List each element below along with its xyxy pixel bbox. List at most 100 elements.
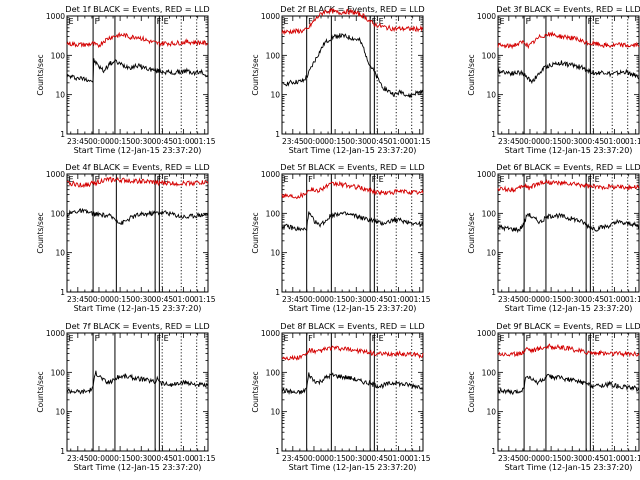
region-label: F xyxy=(588,175,593,184)
y-tick-label: 100 xyxy=(266,368,281,377)
x-tick-label: 00:30 xyxy=(345,137,367,146)
y-axis-label: Counts/sec xyxy=(467,54,476,95)
region-label: E xyxy=(69,17,74,26)
series-events-line xyxy=(497,60,640,85)
region-label: F xyxy=(526,17,531,26)
y-tick-label: 1 xyxy=(60,288,65,297)
y-tick-label: 1000 xyxy=(477,170,496,179)
panel-title: Det 2f BLACK = Events, RED = LLD xyxy=(280,4,424,14)
series-events-line xyxy=(66,370,209,395)
x-tick-label: 01:00 xyxy=(388,137,410,146)
plot-frame xyxy=(497,173,640,293)
y-tick-label: 1 xyxy=(275,130,280,139)
x-tick-label: 00:45 xyxy=(152,295,174,304)
x-tick-label: 00:30 xyxy=(345,295,367,304)
x-tick-label: 00:30 xyxy=(130,454,152,463)
series-lld-line xyxy=(281,180,424,200)
x-tick-label: 00:30 xyxy=(130,137,152,146)
x-tick-label: 23:45 xyxy=(498,137,520,146)
region-label: E xyxy=(69,175,74,184)
y-axis-label: Counts/sec xyxy=(251,54,260,95)
y-tick-label: 100 xyxy=(482,368,497,377)
x-tick-label: 23:45 xyxy=(282,295,304,304)
x-tick-label: 23:45 xyxy=(498,454,520,463)
region-label: F xyxy=(308,17,313,26)
y-axis-label: Counts/sec xyxy=(36,371,45,412)
x-tick-label: 00:00 xyxy=(519,454,541,463)
x-tick-label: 00:30 xyxy=(561,454,583,463)
region-label: E xyxy=(595,175,600,184)
panel-title: Det 3f BLACK = Events, RED = LLD xyxy=(496,4,640,14)
panel-8: Det 8f BLACK = Events, RED = LLD 1 10 100 10… xyxy=(251,321,431,472)
y-axis-label: Counts/sec xyxy=(251,371,260,412)
series-events-line xyxy=(281,33,424,99)
x-tick-label: 00:00 xyxy=(519,137,541,146)
y-axis-label: Counts/sec xyxy=(251,212,260,253)
panel-title: Det 6f BLACK = Events, RED = LLD xyxy=(496,162,640,172)
x-tick-label: 00:00 xyxy=(303,295,325,304)
series-lld-line xyxy=(497,30,640,50)
region-label: E xyxy=(595,334,600,343)
x-tick-label: 01:15 xyxy=(409,454,431,463)
region-label: F xyxy=(157,334,162,343)
panel-title: Det 5f BLACK = Events, RED = LLD xyxy=(280,162,424,172)
x-tick-label: 00:45 xyxy=(367,454,389,463)
x-axis-label: Start Time (12-Jan-15 23:37:20) xyxy=(74,146,202,155)
region-label: E xyxy=(284,175,289,184)
x-axis-label: Start Time (12-Jan-15 23:37:20) xyxy=(74,463,202,472)
y-tick-label: 10 xyxy=(55,249,65,258)
y-tick-label: 10 xyxy=(270,91,280,100)
series-events-line xyxy=(281,372,424,396)
plot-frame xyxy=(497,15,640,135)
y-axis-label: Counts/sec xyxy=(36,212,45,253)
region-label: F xyxy=(157,175,162,184)
region-label: E xyxy=(69,334,74,343)
x-tick-label: 00:15 xyxy=(540,454,562,463)
y-axis-label: Counts/sec xyxy=(467,212,476,253)
x-tick-label: 23:45 xyxy=(282,454,304,463)
x-axis-label: Start Time (12-Jan-15 23:37:20) xyxy=(505,304,633,313)
y-tick-label: 10 xyxy=(55,408,65,417)
y-tick-label: 1 xyxy=(491,447,496,456)
y-tick-label: 1000 xyxy=(46,170,65,179)
y-tick-label: 100 xyxy=(482,51,497,60)
x-tick-label: 01:15 xyxy=(409,137,431,146)
y-tick-label: 1 xyxy=(275,288,280,297)
x-tick-label: 01:00 xyxy=(173,454,195,463)
x-tick-label: 00:00 xyxy=(88,295,110,304)
x-axis-label: Start Time (12-Jan-15 23:37:20) xyxy=(505,146,633,155)
x-tick-label: 01:15 xyxy=(625,295,640,304)
x-tick-label: 01:00 xyxy=(388,295,410,304)
series-lld-line xyxy=(66,31,209,49)
x-axis-label: Start Time (12-Jan-15 23:37:20) xyxy=(505,463,633,472)
x-tick-label: 00:00 xyxy=(519,295,541,304)
region-label: F xyxy=(526,175,531,184)
region-label: E xyxy=(379,17,384,26)
y-tick-label: 10 xyxy=(55,91,65,100)
panel-4: Det 4f BLACK = Events, RED = LLD 1 10 100 10… xyxy=(36,162,216,313)
region-label: E xyxy=(500,334,505,343)
panel-title: Det 9f BLACK = Events, RED = LLD xyxy=(496,321,640,331)
x-tick-label: 01:15 xyxy=(194,137,216,146)
y-tick-label: 1000 xyxy=(261,329,280,338)
y-tick-label: 100 xyxy=(482,209,497,218)
x-axis-label: Start Time (12-Jan-15 23:37:20) xyxy=(289,146,417,155)
series-events-line xyxy=(281,211,424,232)
y-tick-label: 100 xyxy=(51,51,66,60)
panel-6: Det 6f BLACK = Events, RED = LLD 1 10 100 10… xyxy=(467,162,640,313)
region-label: F xyxy=(372,17,377,26)
y-tick-label: 10 xyxy=(486,249,496,258)
region-label: E xyxy=(500,17,505,26)
x-tick-label: 01:15 xyxy=(625,137,640,146)
plot-frame xyxy=(281,15,424,135)
series-events-line xyxy=(497,373,640,396)
series-lld-line xyxy=(497,343,640,358)
panel-title: Det 7f BLACK = Events, RED = LLD xyxy=(65,321,209,331)
panel-title: Det 4f BLACK = Events, RED = LLD xyxy=(65,162,209,172)
region-label: F xyxy=(588,17,593,26)
panel-7: Det 7f BLACK = Events, RED = LLD 1 10 100 10… xyxy=(36,321,216,472)
panel-title: Det 1f BLACK = Events, RED = LLD xyxy=(65,4,209,14)
y-tick-label: 1000 xyxy=(261,170,280,179)
panel-5: Det 5f BLACK = Events, RED = LLD 1 10 100 10… xyxy=(251,162,431,313)
y-axis-label: Counts/sec xyxy=(36,54,45,95)
